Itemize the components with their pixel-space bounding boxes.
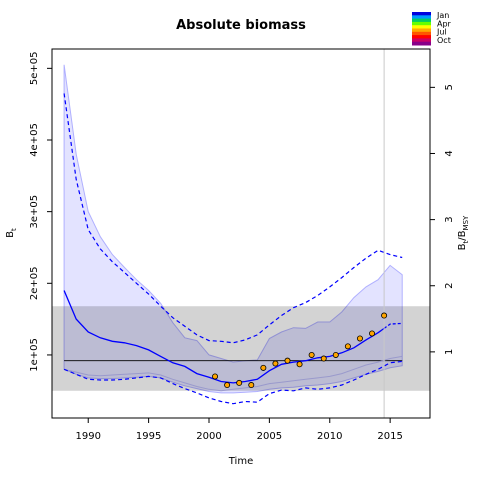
observation-point bbox=[381, 312, 388, 319]
y-axis-label-right: Bt/BMSY bbox=[457, 215, 470, 250]
observation-point bbox=[344, 343, 351, 350]
y-tick-label: 3e+05 bbox=[29, 195, 40, 229]
legend-color-swatch bbox=[412, 28, 431, 33]
y-right-tick-label: 4 bbox=[444, 150, 455, 156]
y-axis-right: 1 2 3 4 5 bbox=[430, 84, 455, 355]
y-tick-label: 1e+05 bbox=[29, 338, 40, 372]
legend-color-swatch bbox=[412, 35, 431, 39]
estimate-prediction-line bbox=[383, 322, 403, 329]
chart-title: Absolute biomass bbox=[176, 18, 306, 33]
y-right-tick-label: 2 bbox=[444, 283, 455, 289]
x-tick-label: 2010 bbox=[317, 431, 342, 442]
observation-point bbox=[320, 355, 327, 362]
legend-color-swatch bbox=[412, 18, 431, 23]
observation-point bbox=[236, 379, 243, 386]
observation-point bbox=[212, 373, 219, 380]
y-tick-label: 5e+05 bbox=[29, 52, 40, 86]
observation-point bbox=[224, 382, 231, 389]
legend-color-swatch bbox=[412, 31, 431, 36]
y-right-tick-label: 3 bbox=[444, 216, 455, 222]
bmsy-band bbox=[52, 306, 430, 391]
x-tick-label: 2005 bbox=[257, 431, 282, 442]
observation-point bbox=[308, 351, 315, 358]
legend-label: Apr bbox=[437, 19, 452, 28]
observation-point bbox=[369, 330, 376, 337]
plot-clip-group bbox=[52, 49, 430, 418]
y-axis-label-left: Bt bbox=[5, 228, 18, 238]
legend-label: Oct bbox=[437, 36, 451, 45]
observation-point bbox=[332, 351, 339, 358]
observation-point bbox=[248, 382, 255, 389]
y-right-tick-label: 1 bbox=[444, 349, 455, 355]
x-tick-label: 2015 bbox=[377, 431, 402, 442]
bbmsy-estimate-line bbox=[63, 355, 403, 392]
ci-upper-line bbox=[63, 93, 403, 344]
observation-point bbox=[284, 357, 291, 364]
y-tick-label: 2e+05 bbox=[29, 266, 40, 300]
x-tick-label: 1990 bbox=[76, 431, 101, 442]
legend-color-swatch bbox=[412, 15, 431, 20]
observation-point bbox=[356, 335, 363, 342]
legend-label: Jan bbox=[436, 11, 449, 20]
legend-color-swatch bbox=[412, 41, 431, 46]
ci-lower-line bbox=[63, 360, 403, 405]
y-right-tick-label: 5 bbox=[444, 84, 455, 90]
legend-color-swatch bbox=[412, 25, 431, 29]
legend-color-swatch bbox=[412, 12, 431, 16]
legend-label: Jul bbox=[436, 28, 447, 37]
x-axis-label: Time bbox=[228, 456, 253, 467]
y-axis-left: 1e+05 2e+05 3e+05 4e+05 5e+05 bbox=[29, 52, 52, 372]
x-axis: 1990 1995 2000 2005 2010 2015 bbox=[76, 418, 403, 442]
legend-color-swatch bbox=[412, 38, 431, 43]
y-tick-label: 4e+05 bbox=[29, 123, 40, 157]
observation-point bbox=[296, 361, 303, 368]
plot-area bbox=[52, 49, 430, 418]
plot-frame bbox=[51, 48, 431, 419]
observation-point bbox=[272, 360, 279, 367]
x-tick-label: 2000 bbox=[196, 431, 221, 442]
observation-point bbox=[260, 364, 267, 371]
x-tick-label: 1995 bbox=[136, 431, 161, 442]
legend-color-swatch bbox=[412, 21, 431, 26]
